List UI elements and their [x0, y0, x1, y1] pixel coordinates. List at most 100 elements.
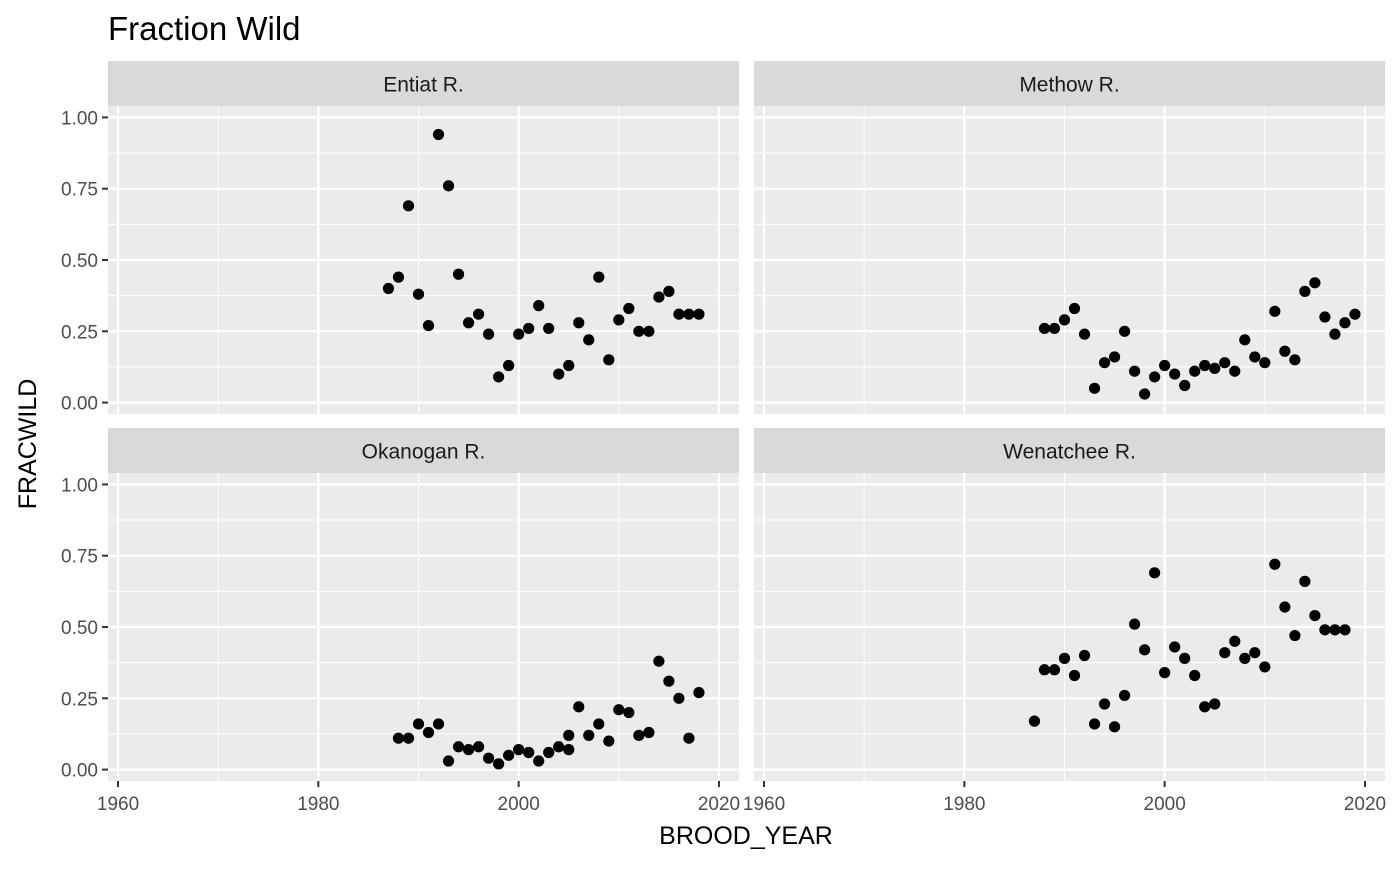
data-point	[1269, 558, 1281, 570]
x-tick-label: 2000	[498, 794, 540, 815]
y-tick-label: 0.75	[61, 547, 98, 568]
x-tick-label: 1980	[943, 794, 985, 815]
data-point	[1309, 277, 1321, 289]
data-point	[1048, 664, 1061, 676]
facet-panel: Okanogan R. 0.00 0.25 0.50 0.75 1.00 1960 1980 2…	[61, 428, 740, 815]
data-point	[503, 359, 515, 372]
data-point	[1279, 601, 1291, 613]
data-point	[543, 746, 555, 759]
data-point	[422, 726, 435, 739]
data-point	[1339, 317, 1351, 329]
x-tick-label: 1960	[743, 794, 785, 815]
data-point	[1129, 618, 1141, 630]
data-point	[673, 692, 685, 704]
data-point	[1269, 305, 1281, 317]
data-point	[553, 368, 565, 380]
data-point	[1068, 669, 1081, 682]
data-point	[1219, 357, 1231, 369]
facet-panel: Wenatchee R. 1960 1980 2000 2020	[743, 428, 1386, 815]
y-tick-label: 0.75	[61, 180, 98, 201]
data-point	[1139, 388, 1151, 400]
data-point	[1219, 647, 1231, 659]
data-point	[603, 354, 615, 366]
y-tick-label: 0.50	[61, 618, 98, 639]
chart-title: Fraction Wild	[108, 10, 301, 47]
data-point	[1129, 365, 1141, 377]
y-tick-label: 1.00	[61, 108, 98, 129]
data-point	[513, 744, 525, 756]
facet-panel: Methow R.	[754, 61, 1385, 414]
data-point	[462, 744, 475, 756]
data-point	[493, 758, 505, 770]
data-point	[1078, 328, 1091, 340]
data-point	[1179, 379, 1191, 392]
data-point	[1229, 365, 1241, 377]
facet-strip-label: Entiat R.	[383, 74, 464, 97]
data-point	[633, 729, 645, 741]
data-point	[1239, 652, 1251, 664]
data-point	[402, 200, 415, 212]
data-point	[1108, 351, 1121, 363]
data-point	[1169, 368, 1181, 380]
data-point	[693, 686, 705, 699]
data-point	[1209, 698, 1221, 710]
data-point	[402, 732, 415, 744]
data-point	[1319, 624, 1331, 636]
data-point	[573, 317, 585, 329]
data-point	[1229, 635, 1241, 647]
data-point	[653, 291, 665, 303]
data-point	[613, 704, 625, 716]
facet-strip	[754, 61, 1385, 106]
data-point	[643, 726, 655, 739]
data-point	[1058, 652, 1071, 664]
data-point	[543, 322, 555, 335]
data-point	[693, 308, 705, 320]
x-tick-label: 2020	[698, 794, 740, 815]
y-tick-label: 0.25	[61, 689, 98, 710]
data-point	[422, 319, 435, 332]
data-point	[533, 300, 545, 312]
data-point	[1038, 664, 1051, 676]
data-point	[1149, 371, 1161, 383]
data-point	[1309, 609, 1321, 622]
data-point	[603, 735, 615, 747]
data-point	[1209, 362, 1221, 374]
facet-panels: Entiat R. 0.00 0.25 0.50 0.75 1.00 Methow R. Ok…	[61, 61, 1386, 815]
data-point	[412, 288, 425, 300]
facet-strip	[754, 428, 1385, 473]
data-point	[673, 308, 685, 320]
data-point	[472, 308, 485, 320]
facet-strip-label: Wenatchee R.	[1003, 441, 1136, 464]
data-point	[483, 752, 495, 764]
data-point	[523, 322, 535, 335]
data-point	[1249, 351, 1261, 363]
data-point	[523, 746, 535, 759]
data-point	[613, 314, 625, 326]
data-point	[513, 328, 525, 340]
data-point	[593, 718, 605, 730]
y-tick-label: 0.50	[61, 251, 98, 272]
data-point	[623, 706, 635, 719]
data-point	[392, 732, 405, 744]
y-tick-label: 0.00	[61, 394, 98, 415]
x-tick-label: 1960	[97, 794, 139, 815]
data-point	[392, 271, 405, 283]
data-point	[1289, 354, 1301, 366]
data-point	[412, 718, 425, 730]
data-point	[483, 328, 495, 340]
data-point	[593, 271, 605, 283]
data-point	[553, 741, 565, 753]
data-point	[1058, 314, 1071, 326]
x-tick-label: 2020	[1344, 794, 1386, 815]
facet-strip	[108, 61, 739, 106]
data-point	[1299, 285, 1311, 297]
data-point	[663, 675, 675, 687]
data-point	[583, 334, 595, 346]
facet-strip	[108, 428, 739, 473]
data-point	[1329, 624, 1341, 636]
data-point	[1179, 652, 1191, 664]
data-point	[683, 308, 695, 320]
data-point	[563, 729, 575, 741]
data-point	[452, 268, 465, 280]
